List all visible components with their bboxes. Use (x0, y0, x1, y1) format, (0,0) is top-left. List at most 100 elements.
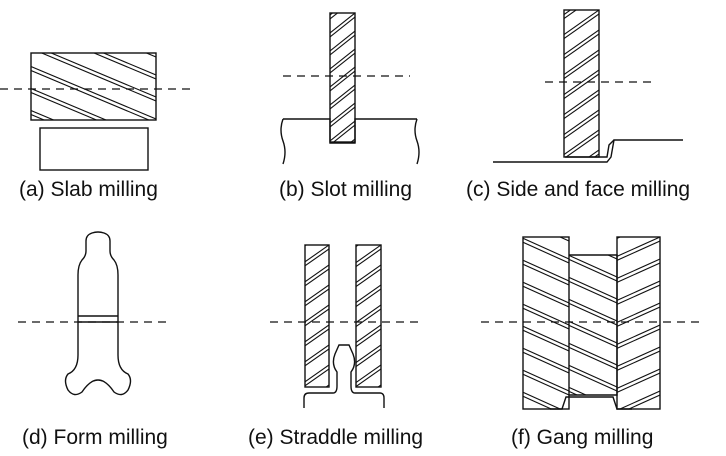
helix-line (618, 390, 660, 409)
slab-workpiece (39, 127, 149, 171)
helix-line (305, 248, 329, 267)
helix-line (617, 240, 660, 261)
helix-line (564, 129, 599, 155)
helix-line (617, 302, 660, 323)
helix-line (617, 346, 660, 367)
caption-side-face-milling: (c) Side and face milling (466, 178, 691, 201)
helix-line (523, 263, 569, 286)
helix-line (356, 389, 381, 407)
caption-gang-milling: (f) Gang milling (511, 426, 654, 449)
helix-line (31, 109, 56, 120)
helix-line (356, 348, 381, 367)
helix-line (330, 120, 355, 142)
helix-line (356, 344, 381, 363)
form-cutter-outline (64, 231, 132, 396)
helix-line (564, 113, 599, 139)
helix-line (617, 372, 660, 393)
helix-line (305, 324, 329, 343)
helix-line (523, 259, 569, 282)
helix-line (567, 237, 569, 238)
helix-line (154, 53, 156, 54)
helix-line (356, 225, 381, 243)
helix-line (356, 328, 381, 347)
helix-line (569, 324, 617, 348)
helix-line (523, 325, 569, 348)
slab-cutter (30, 0, 157, 121)
panel-d-form-milling (18, 231, 166, 396)
helix-line (31, 0, 156, 31)
panel-c-side-face-milling (493, 9, 683, 163)
caption-straddle-milling: (e) Straddle milling (248, 426, 424, 449)
helix-line (102, 53, 156, 76)
caption-slab-milling: (a) Slab milling (19, 178, 158, 201)
straddle-cutter-left (304, 244, 330, 388)
helix-line (523, 281, 569, 304)
caption-form-milling: (d) Form milling (22, 426, 168, 449)
caption-slot-milling: (b) Slot milling (279, 178, 413, 201)
helix-line (564, 29, 599, 55)
helix-line (564, 10, 599, 35)
helix-line (305, 368, 329, 387)
helix-line (569, 386, 617, 395)
helix-line (40, 53, 156, 102)
gang-cutter-right (616, 215, 661, 410)
helix-line (564, 93, 599, 119)
helix-line (523, 351, 569, 374)
helix-line (569, 215, 617, 237)
helix-line (564, 33, 599, 59)
helix-line (31, 113, 46, 120)
helix-line (569, 368, 617, 392)
helix-line (523, 347, 569, 370)
helix-line (569, 255, 617, 278)
helix-line (523, 391, 562, 409)
helix-line (330, 30, 355, 52)
helix-line (617, 262, 660, 283)
helix-line (330, 48, 355, 70)
panel-f-gang-milling (481, 198, 700, 410)
helix-line (627, 394, 660, 409)
helix-line (145, 53, 156, 58)
helix-line (569, 364, 617, 388)
helix-line (305, 328, 329, 347)
straddle-workpiece (303, 344, 385, 408)
helix-line (356, 308, 381, 327)
helix-line (305, 245, 329, 263)
helix-line (305, 284, 329, 303)
helix-line (569, 255, 617, 256)
helix-line (305, 264, 329, 283)
helix-line (523, 285, 569, 308)
helix-line (31, 65, 156, 120)
helix-line (330, 106, 355, 128)
helix-line (330, 143, 355, 163)
helix-line (356, 364, 381, 383)
helix-line (330, 84, 355, 106)
helix-line (31, 91, 98, 120)
helix-line (523, 329, 569, 352)
helix-line (523, 395, 553, 409)
slot-workpiece-left-break (280, 118, 286, 165)
helix-line (523, 369, 569, 392)
side-face-contact (565, 139, 615, 158)
helix-line (617, 284, 660, 305)
helix-line (356, 368, 381, 387)
helix-line (523, 198, 569, 219)
helix-line (617, 215, 660, 234)
helix-line (305, 364, 329, 383)
slot-workpiece-top (283, 118, 417, 144)
helix-line (564, 73, 599, 99)
gang-cutter-middle (569, 211, 618, 396)
helix-line (617, 280, 660, 301)
helix-line (569, 211, 617, 233)
helix-line (617, 350, 660, 371)
slot-workpiece-right-break (414, 118, 420, 165)
helix-line (617, 306, 660, 327)
helix-line (356, 248, 381, 267)
helix-line (330, 34, 355, 56)
panel-a-slab-milling (0, 0, 195, 171)
helix-line (617, 258, 660, 279)
helix-line (523, 303, 569, 326)
helix-line (356, 245, 381, 263)
helix-line (330, 13, 355, 34)
helix-line (569, 276, 617, 300)
